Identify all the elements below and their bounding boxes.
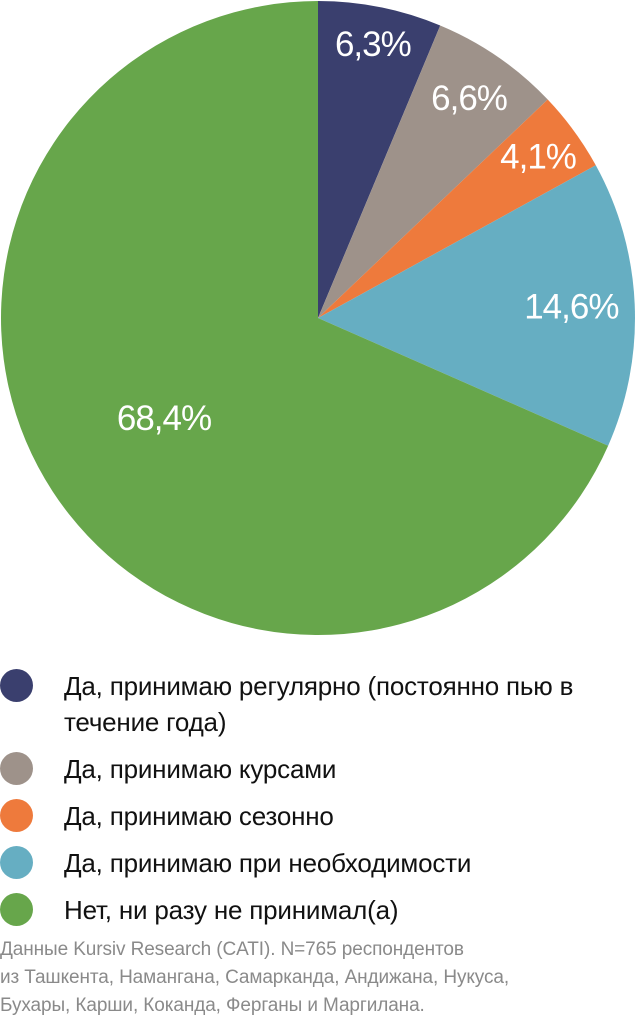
source-line: Бухары, Карши, Коканда, Ферганы и Маргил… (0, 995, 425, 1016)
chart-legend: Да, принимаю регулярно (постоянно пью в … (0, 668, 640, 939)
legend-label: Да, принимаю сезонно (64, 801, 334, 831)
source-note: Данные Kursiv Research (CATI). N=765 рес… (0, 936, 640, 1020)
legend-item-seasonally: Да, принимаю сезонно (0, 798, 640, 834)
pie-chart: 6,3% 6,6% 4,1% 14,6% 68,4% (1, 1, 635, 635)
pie-slice-courses (318, 25, 548, 318)
legend-swatch (0, 669, 33, 702)
pie-slice-when-needed (318, 165, 635, 446)
legend-item-never: Нет, ни разу не принимал(а) (0, 892, 640, 928)
pie-slice-regularly (318, 1, 441, 318)
slice-label-regularly: 6,3% (335, 25, 411, 64)
legend-swatch (0, 846, 33, 879)
legend-swatch (0, 752, 33, 785)
legend-swatch (0, 893, 33, 926)
slice-label-when-needed: 14,6% (524, 287, 618, 326)
legend-label: Нет, ни разу не принимал(а) (64, 895, 399, 925)
pie-slice-seasonally (318, 99, 596, 318)
source-line: из Ташкента, Намангана, Самарканда, Анди… (0, 967, 510, 988)
slice-label-never: 68,4% (117, 399, 211, 438)
source-line: Данные Kursiv Research (CATI). N=765 рес… (0, 939, 464, 960)
slice-label-seasonally: 4,1% (500, 138, 576, 177)
legend-label: Да, принимаю при необходимости (64, 848, 472, 878)
legend-item-regularly: Да, принимаю регулярно (постоянно пью в … (0, 668, 640, 740)
pie-slice-never (1, 1, 609, 635)
legend-label: Да, принимаю курсами (64, 754, 337, 784)
legend-label: Да, принимаю регулярно (постоянно пью в … (64, 671, 574, 737)
legend-swatch (0, 799, 33, 832)
legend-item-courses: Да, принимаю курсами (0, 751, 640, 787)
slice-label-courses: 6,6% (431, 79, 507, 118)
legend-item-when-needed: Да, принимаю при необходимости (0, 845, 640, 881)
